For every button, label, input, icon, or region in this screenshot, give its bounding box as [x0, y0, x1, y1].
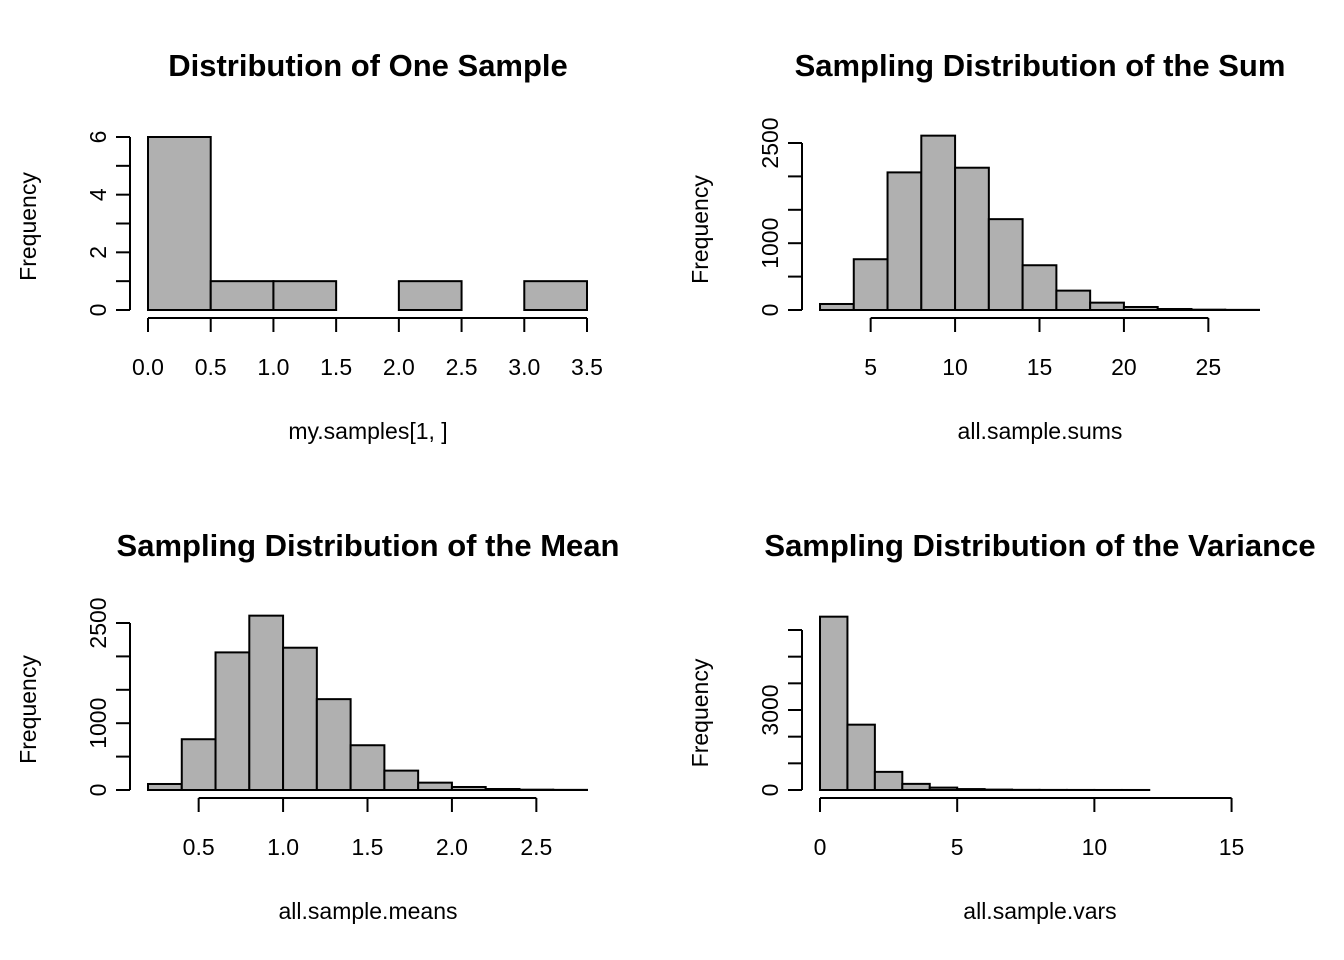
histogram-bar [920, 134, 957, 311]
histogram-bar [873, 770, 904, 791]
histogram-bar [397, 280, 463, 311]
y-tick-label: 2 [85, 246, 111, 259]
histogram-panel: Sampling Distribution of the Sum 5 10 15 20 2… [687, 48, 1285, 444]
x-tick-label: 10 [942, 354, 968, 380]
histogram-bar [1021, 264, 1058, 311]
y-tick-label: 6 [85, 131, 111, 144]
x-tick-label: 25 [1196, 354, 1222, 380]
y-axis-label: Frequency [15, 172, 41, 281]
x-tick-label: 1.0 [267, 834, 299, 860]
histogram-bar [383, 769, 420, 791]
histogram-bar [819, 615, 849, 792]
x-tick-label: 3.0 [508, 354, 540, 380]
histogram-bar [1089, 301, 1125, 312]
histogram-bar [956, 788, 986, 791]
y-tick-label: 4 [85, 188, 111, 201]
chart-title: Sampling Distribution of the Variance [764, 528, 1315, 563]
histogram-bar [450, 785, 487, 792]
x-tick-label: 0.0 [132, 354, 164, 380]
x-tick-label: 15 [1027, 354, 1053, 380]
histogram-bar [928, 786, 959, 791]
histogram-bar [484, 787, 521, 791]
x-tick-label: 1.0 [257, 354, 289, 380]
histogram-bar [417, 781, 453, 791]
x-tick-label: 2.0 [436, 834, 468, 860]
y-tick-label: 1000 [757, 218, 783, 269]
histogram-bar [886, 171, 923, 311]
y-axis-label: Frequency [687, 175, 713, 284]
histogram-bar [147, 136, 212, 311]
histogram-bar [214, 651, 251, 792]
histogram-panel: Sampling Distribution of the Variance 0 5 1… [687, 528, 1316, 924]
histogram-bar [523, 280, 588, 311]
x-axis-label: my.samples[1, ] [288, 418, 447, 444]
y-tick-label: 0 [757, 304, 783, 317]
histogram-bar [954, 166, 990, 311]
histogram-bar [180, 738, 217, 791]
chart-title: Distribution of One Sample [168, 48, 568, 83]
y-tick-label: 3000 [757, 684, 783, 735]
x-axis-label: all.sample.means [279, 898, 458, 924]
x-tick-label: 2.5 [446, 354, 478, 380]
x-axis-label: all.sample.sums [958, 418, 1123, 444]
y-tick-label: 2500 [85, 597, 111, 648]
x-tick-label: 0.5 [183, 834, 215, 860]
histogram-panel: Distribution of One Sample 0.0 0.5 1.0 1.5 2.… [15, 48, 603, 444]
y-tick-label: 0 [757, 784, 783, 797]
histogram-bar [272, 280, 338, 311]
x-tick-label: 3.5 [571, 354, 603, 380]
x-tick-label: 1.5 [352, 834, 384, 860]
x-tick-label: 15 [1219, 834, 1245, 860]
histogram-bar [1156, 307, 1193, 311]
x-tick-label: 2.0 [383, 354, 415, 380]
y-axis-label: Frequency [15, 655, 41, 764]
x-axis-label: all.sample.vars [963, 898, 1116, 924]
x-tick-label: 1.5 [320, 354, 352, 380]
histogram-bar [1122, 305, 1159, 311]
histogram-bar [987, 218, 1024, 311]
histogram-bar [846, 723, 876, 792]
chart-title: Sampling Distribution of the Sum [795, 48, 1286, 83]
histogram-panel: Sampling Distribution of the Mean 0.5 1.0 1… [15, 528, 619, 924]
histogram-bar [209, 280, 275, 311]
y-tick-label: 0 [85, 304, 111, 317]
x-tick-label: 2.5 [520, 834, 552, 860]
histogram-bar [819, 302, 855, 312]
histogram-bar [282, 646, 318, 791]
y-tick-label: 2500 [757, 117, 783, 168]
x-tick-label: 10 [1082, 834, 1108, 860]
histogram-bar [1055, 289, 1092, 311]
x-tick-label: 0.5 [195, 354, 227, 380]
y-axis-label: Frequency [687, 658, 713, 767]
histogram-bar [315, 698, 352, 791]
histogram-bar [349, 744, 386, 792]
y-tick-label: 0 [85, 784, 111, 797]
x-tick-label: 20 [1111, 354, 1137, 380]
x-tick-label: 5 [864, 354, 877, 380]
x-tick-label: 0 [814, 834, 827, 860]
histogram-bar [852, 258, 889, 311]
histogram-bar [248, 614, 285, 791]
histogram-bar [901, 782, 931, 791]
x-tick-label: 5 [951, 834, 964, 860]
chart-title: Sampling Distribution of the Mean [117, 528, 620, 563]
y-tick-label: 1000 [85, 698, 111, 749]
histogram-bar [147, 782, 183, 791]
